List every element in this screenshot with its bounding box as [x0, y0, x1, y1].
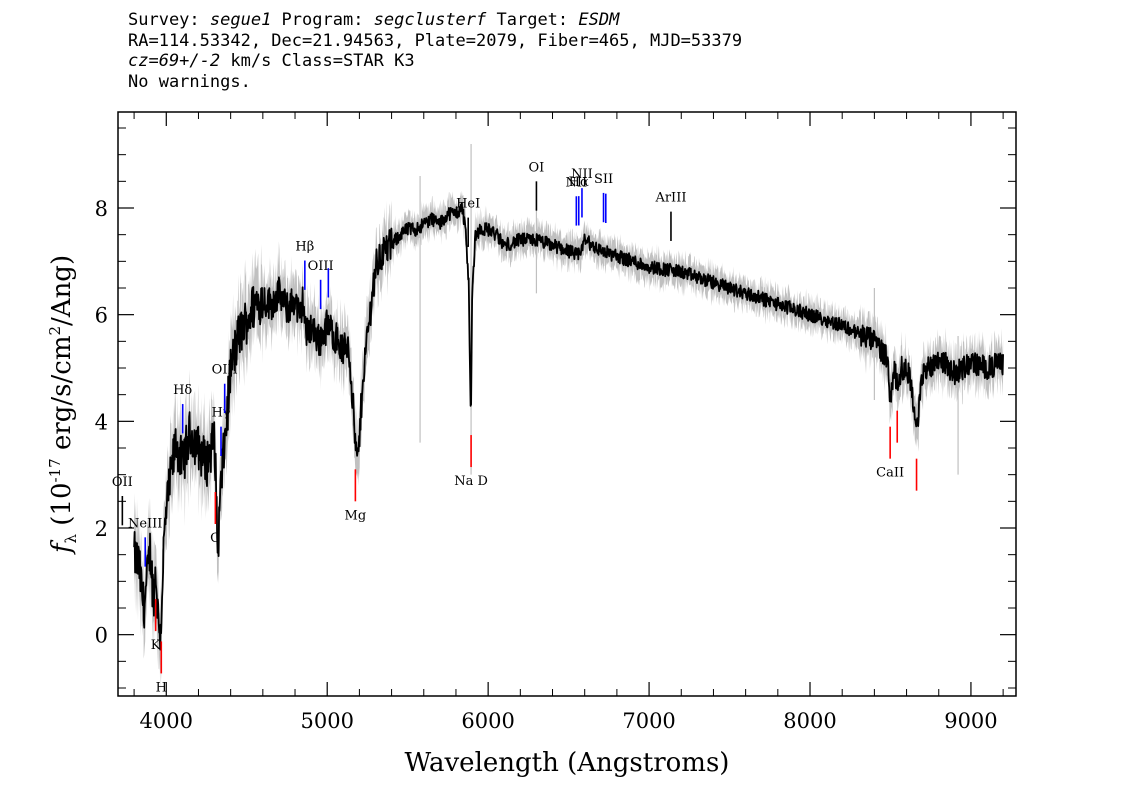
emission-line-label: Hδ — [173, 383, 192, 398]
y-axis-title: fλ (10-17 erg/s/cm2/Ang) — [46, 255, 80, 555]
flux-line — [133, 202, 1004, 651]
emission-line-label: NII — [571, 167, 593, 182]
emission-line-label: OIII — [308, 259, 334, 274]
coordinates-line: RA=114.53342, Dec=21.94563, Plate=2079, … — [128, 30, 743, 51]
emission-line-label: Hβ — [295, 240, 314, 255]
flux-series — [133, 202, 1004, 651]
emission-line-label: NeIII — [128, 516, 162, 531]
x-tick-label: 6000 — [461, 709, 514, 733]
x-tick-label: 4000 — [140, 709, 193, 733]
emission-line-label: ArIII — [654, 191, 686, 206]
error-envelope — [134, 190, 1004, 692]
spectrum-header: Survey: segue1 Program: segclusterf Targ… — [128, 10, 742, 92]
x-tick-label: 5000 — [300, 709, 353, 733]
x-tick-label: 8000 — [783, 709, 836, 733]
absorption-line-label: Mg — [345, 508, 367, 523]
x-tick-label: 7000 — [622, 709, 675, 733]
program-value: segclusterf — [373, 10, 487, 30]
y-tick-label: 4 — [95, 410, 108, 434]
survey-value: segue1 — [209, 10, 272, 30]
emission-line-label: OII — [112, 475, 133, 490]
absorption-line-label: CaII — [876, 466, 904, 481]
x-tick-label: 9000 — [944, 709, 997, 733]
plot-frame — [117, 111, 1017, 697]
emission-line-label: Hα — [569, 175, 589, 190]
absorption-line-label: G — [210, 531, 220, 546]
emission-line-label: Hγ — [211, 406, 230, 421]
y-tick-label: 6 — [95, 304, 108, 328]
cz-value: cz=69+/-2 — [128, 51, 221, 71]
emission-line-label: OI — [529, 160, 545, 175]
y-tick-label: 0 — [95, 624, 108, 648]
emission-line-label: HeI — [456, 197, 480, 212]
absorption-line-label: K — [151, 638, 161, 653]
absorption-line-label: Na D — [454, 474, 488, 489]
emission-line-label: SII — [594, 172, 613, 187]
error-band — [134, 144, 1004, 692]
y-tick-label: 2 — [95, 517, 108, 541]
target-value: ESDM — [578, 10, 620, 30]
absorption-line-label: H — [156, 680, 167, 695]
x-axis-title: Wavelength (Angstroms) — [405, 748, 730, 778]
redshift-line: cz=69+/-2 km/s Class=STAR K3 — [128, 51, 415, 71]
emission-line-label: NII — [566, 175, 588, 190]
survey-line: Survey: segue1 Program: segclusterf Targ… — [128, 10, 620, 30]
warnings-line: No warnings. — [128, 71, 251, 92]
emission-line-label: OIII — [212, 363, 238, 378]
y-tick-label: 8 — [95, 197, 108, 221]
axis-ticks: 4000 5000 6000 7000 8000 9000 0 2 4 6 8 — [95, 112, 1016, 733]
